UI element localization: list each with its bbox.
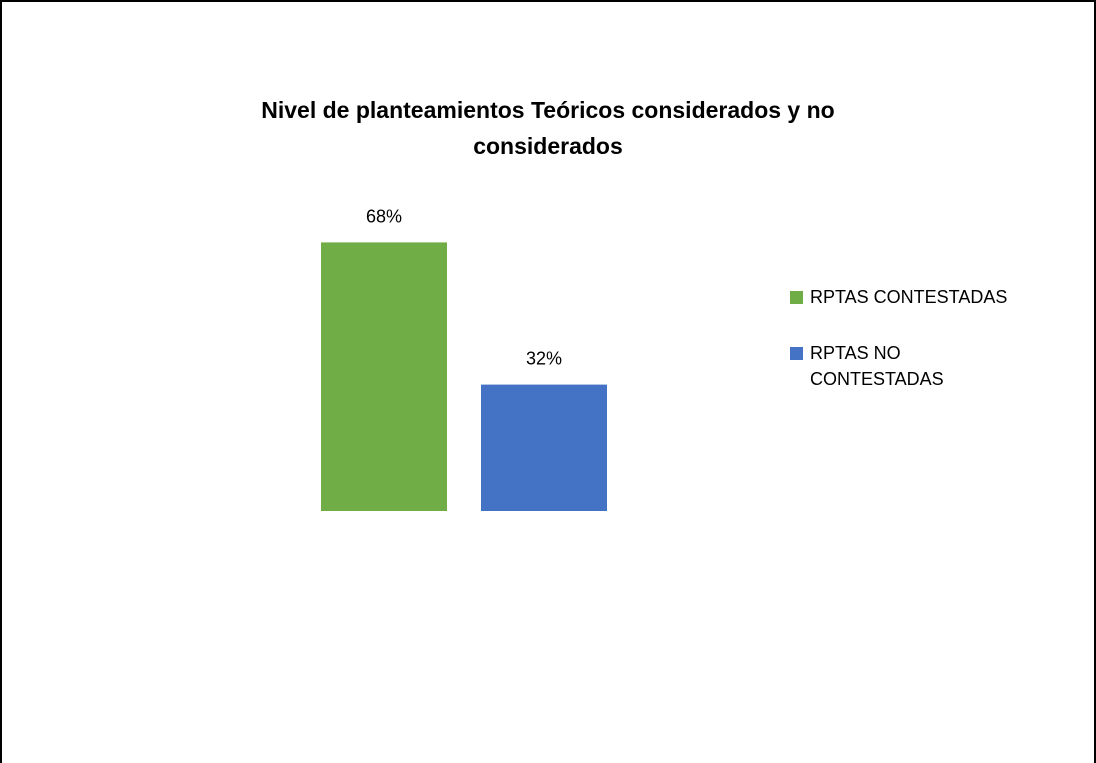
chart-title: Nivel de planteamientos Teóricos conside… xyxy=(261,97,835,159)
legend-label: RPTAS NO CONTESTADAS xyxy=(810,343,944,389)
legend-label: RPTAS CONTESTADAS xyxy=(810,287,1008,307)
bar xyxy=(481,384,607,511)
data-label: 32% xyxy=(526,349,562,369)
legend-swatch xyxy=(790,291,803,304)
data-label: 68% xyxy=(366,206,402,226)
bar xyxy=(321,242,447,511)
legend-item: RPTAS NO CONTESTADAS xyxy=(790,340,1010,392)
legend-item: RPTAS CONTESTADAS xyxy=(790,284,1010,310)
legend: RPTAS CONTESTADAS RPTAS NO CONTESTADAS xyxy=(790,284,1010,422)
legend-swatch xyxy=(790,347,803,360)
